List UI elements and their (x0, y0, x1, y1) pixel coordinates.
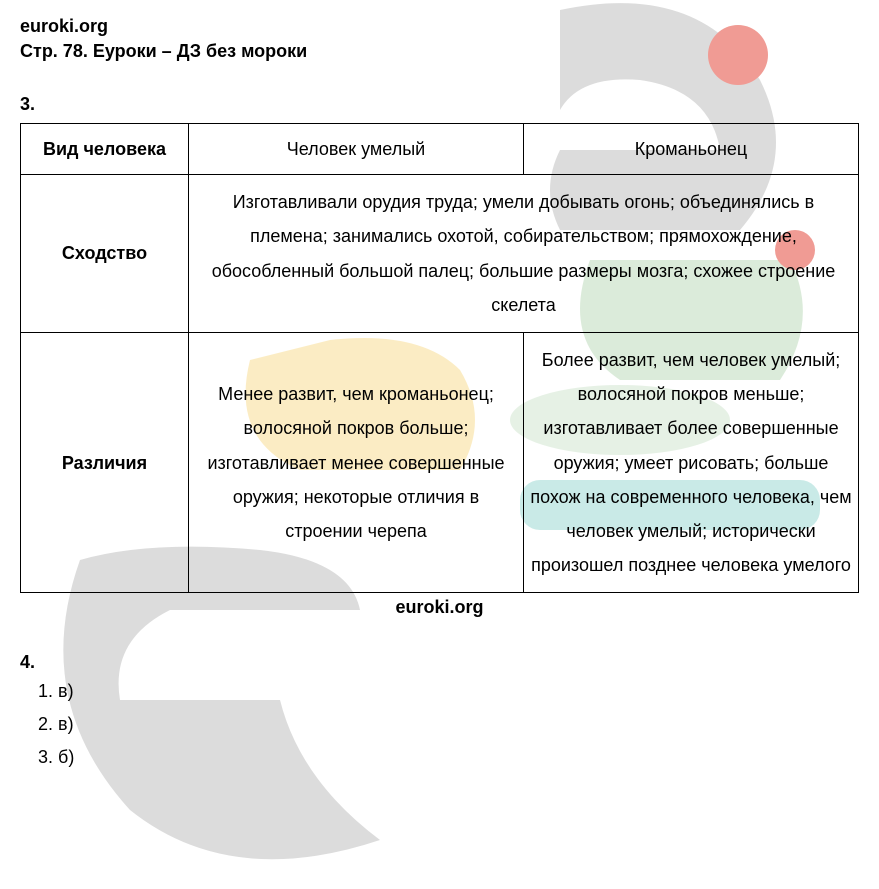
row-label-difference: Различия (21, 332, 189, 592)
answer-list: 1. в) 2. в) 3. б) (20, 681, 859, 768)
difference-col2: Более развит, чем человек умелый; волося… (524, 332, 859, 592)
table-header-row: Вид человека Человек умелый Кроманьонец (21, 124, 859, 175)
difference-col1: Менее развит, чем кроманьонец; волосяной… (189, 332, 524, 592)
list-item: 3. б) (38, 747, 859, 768)
table-header-col2: Кроманьонец (524, 124, 859, 175)
footer-site: euroki.org (20, 597, 859, 618)
site-name: euroki.org (20, 16, 859, 37)
table-header-col1: Человек умелый (189, 124, 524, 175)
list-item: 2. в) (38, 714, 859, 735)
list-item: 1. в) (38, 681, 859, 702)
similarity-text: Изготавливали орудия труда; умели добыва… (189, 175, 859, 333)
page-title: Стр. 78. Еуроки – ДЗ без мороки (20, 41, 859, 62)
comparison-table: Вид человека Человек умелый Кроманьонец … (20, 123, 859, 593)
task4-number: 4. (20, 652, 859, 673)
table-row-similarity: Сходство Изготавливали орудия труда; уме… (21, 175, 859, 333)
table-row-difference: Различия Менее развит, чем кроманьонец; … (21, 332, 859, 592)
table-header-label: Вид человека (21, 124, 189, 175)
task3-number: 3. (20, 94, 859, 115)
row-label-similarity: Сходство (21, 175, 189, 333)
